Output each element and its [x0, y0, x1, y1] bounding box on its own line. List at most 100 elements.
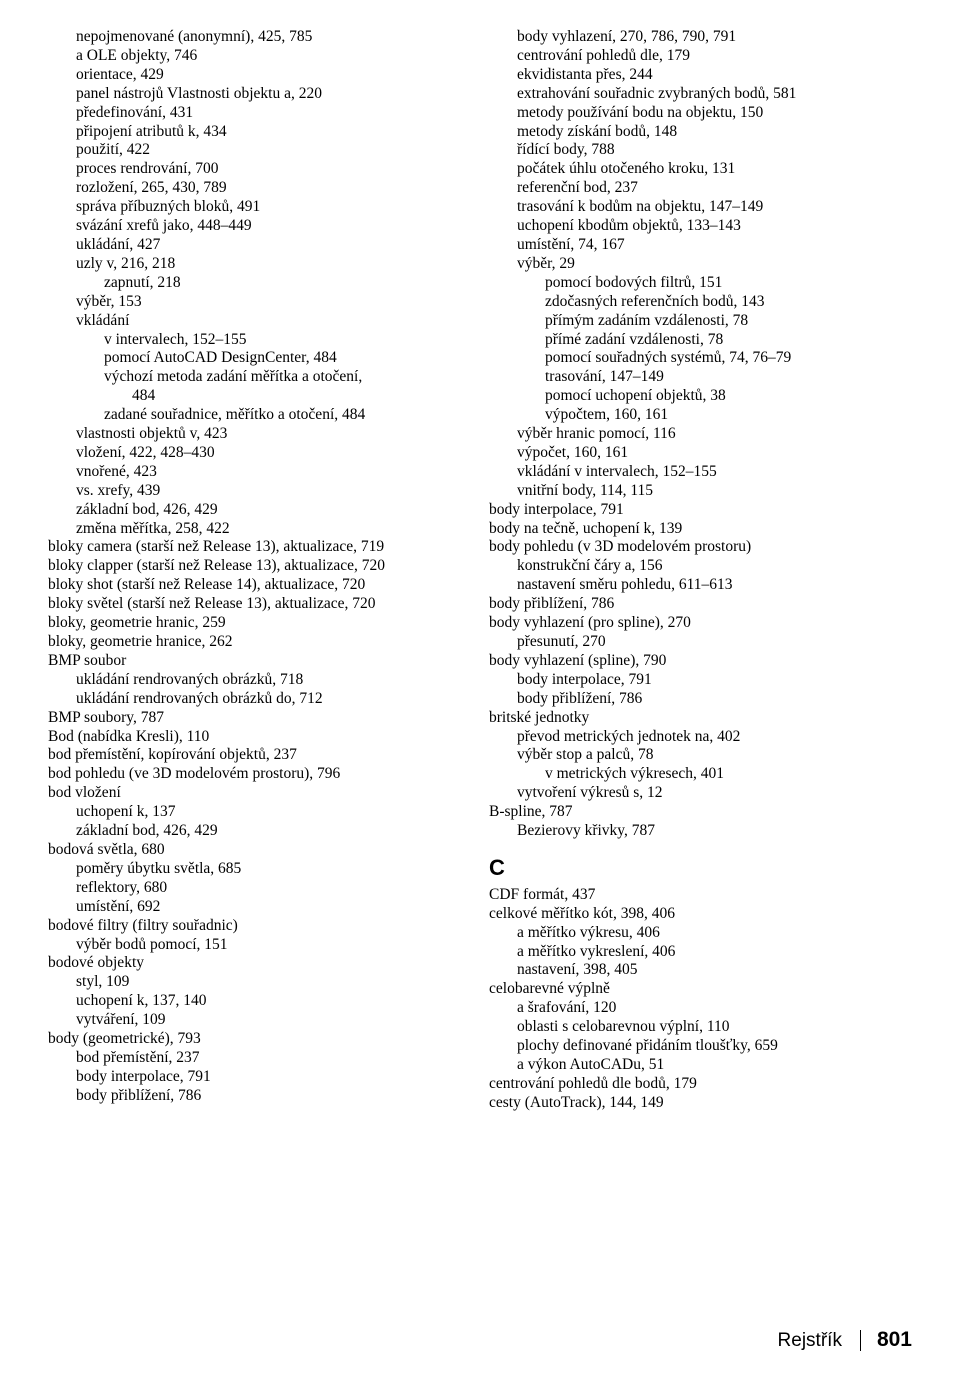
index-entry: pomocí bodových filtrů, 151 — [545, 274, 912, 293]
index-entry: přímé zadání vzdálenosti, 78 — [545, 331, 912, 350]
footer-page-number: 801 — [877, 1328, 912, 1351]
index-entry: B-spline, 787 — [489, 803, 912, 822]
index-entry: body vyhlazení (spline), 790 — [489, 652, 912, 671]
index-entry: nastavení, 398, 405 — [517, 961, 912, 980]
index-entry: pomocí souřadných systémů, 74, 76–79 — [545, 349, 912, 368]
index-entry: v intervalech, 152–155 — [104, 331, 471, 350]
index-column-left: nepojmenované (anonymní), 425, 785a OLE … — [48, 28, 471, 1113]
index-entry: umístění, 74, 167 — [517, 236, 912, 255]
index-entry: body interpolace, 791 — [517, 671, 912, 690]
index-entry: vytváření, 109 — [76, 1011, 471, 1030]
index-entry: oblasti s celobarevnou výplní, 110 — [517, 1018, 912, 1037]
index-entry: vnitřní body, 114, 115 — [517, 482, 912, 501]
index-entry: trasování, 147–149 — [545, 368, 912, 387]
index-entry: uchopení k, 137 — [76, 803, 471, 822]
index-entry: BMP soubor — [48, 652, 471, 671]
index-entry: pomocí uchopení objektů, 38 — [545, 387, 912, 406]
index-entry: Bod (nabídka Kresli), 110 — [48, 728, 471, 747]
index-entry: body přiblížení, 786 — [76, 1087, 471, 1106]
index-entry: použití, 422 — [76, 141, 471, 160]
index-entry: metody získání bodů, 148 — [517, 123, 912, 142]
index-entry: 484 — [132, 387, 471, 406]
index-entry: pomocí AutoCAD DesignCenter, 484 — [104, 349, 471, 368]
index-entry: vkládání v intervalech, 152–155 — [517, 463, 912, 482]
index-entry: ukládání rendrovaných obrázků do, 712 — [76, 690, 471, 709]
index-entry: trasování k bodům na objektu, 147–149 — [517, 198, 912, 217]
index-entry: zapnutí, 218 — [104, 274, 471, 293]
index-entry: a výkon AutoCADu, 51 — [517, 1056, 912, 1075]
index-entry: výběr bodů pomocí, 151 — [76, 936, 471, 955]
index-entry: a měřítko výkresu, 406 — [517, 924, 912, 943]
index-entry: Bezierovy křivky, 787 — [517, 822, 912, 841]
index-entry: bodová světla, 680 — [48, 841, 471, 860]
index-entry: řídící body, 788 — [517, 141, 912, 160]
index-entry: BMP soubory, 787 — [48, 709, 471, 728]
index-entry: uchopení k, 137, 140 — [76, 992, 471, 1011]
index-entry: cesty (AutoTrack), 144, 149 — [489, 1094, 912, 1113]
index-entry: a šrafování, 120 — [517, 999, 912, 1018]
index-entry: zdočasných referenčních bodů, 143 — [545, 293, 912, 312]
index-entry: body vyhlazení, 270, 786, 790, 791 — [517, 28, 912, 47]
index-entry: body pohledu (v 3D modelovém prostoru) — [489, 538, 912, 557]
index-entry: bodové filtry (filtry souřadnic) — [48, 917, 471, 936]
index-entry: základní bod, 426, 429 — [76, 822, 471, 841]
index-entry: a měřítko vykreslení, 406 — [517, 943, 912, 962]
index-entry: body vyhlazení (pro spline), 270 — [489, 614, 912, 633]
index-entry: ekvidistanta přes, 244 — [517, 66, 912, 85]
index-entry: vkládání — [76, 312, 471, 331]
index-entry: vs. xrefy, 439 — [76, 482, 471, 501]
index-entry: body (geometrické), 793 — [48, 1030, 471, 1049]
index-entry: britské jednotky — [489, 709, 912, 728]
index-entry: vlastnosti objektů v, 423 — [76, 425, 471, 444]
index-entry: body na tečně, uchopení k, 139 — [489, 520, 912, 539]
index-entry: ukládání, 427 — [76, 236, 471, 255]
index-entry: bodové objekty — [48, 954, 471, 973]
index-entry: vložení, 422, 428–430 — [76, 444, 471, 463]
index-entry: metody používání bodu na objektu, 150 — [517, 104, 912, 123]
index-entry: proces rendrování, 700 — [76, 160, 471, 179]
index-entry: v metrických výkresech, 401 — [545, 765, 912, 784]
index-entry: změna měřítka, 258, 422 — [76, 520, 471, 539]
index-entry: výběr hranic pomocí, 116 — [517, 425, 912, 444]
index-entry: extrahování souřadnic zvybraných bodů, 5… — [517, 85, 912, 104]
index-entry: celkové měřítko kót, 398, 406 — [489, 905, 912, 924]
index-entry: výpočtem, 160, 161 — [545, 406, 912, 425]
index-entry: bloky, geometrie hranic, 259 — [48, 614, 471, 633]
index-entry: umístění, 692 — [76, 898, 471, 917]
index-entry: přímým zadáním vzdálenosti, 78 — [545, 312, 912, 331]
index-entry: ukládání rendrovaných obrázků, 718 — [76, 671, 471, 690]
index-entry: rozložení, 265, 430, 789 — [76, 179, 471, 198]
index-entry: centrování pohledů dle bodů, 179 — [489, 1075, 912, 1094]
index-entry: centrování pohledů dle, 179 — [517, 47, 912, 66]
index-entry: bod přemístění, 237 — [76, 1049, 471, 1068]
index-entry: základní bod, 426, 429 — [76, 501, 471, 520]
index-entry: výběr stop a palců, 78 — [517, 746, 912, 765]
index-entry: výpočet, 160, 161 — [517, 444, 912, 463]
index-entry: nastavení směru pohledu, 611–613 — [517, 576, 912, 595]
index-entry: zadané souřadnice, měřítko a otočení, 48… — [104, 406, 471, 425]
index-entry: bloky světel (starší než Release 13), ak… — [48, 595, 471, 614]
index-entry: konstrukční čáry a, 156 — [517, 557, 912, 576]
index-entry: orientace, 429 — [76, 66, 471, 85]
footer-section-label: Rejstřík — [778, 1330, 842, 1351]
index-entry: převod metrických jednotek na, 402 — [517, 728, 912, 747]
index-entry: bod pohledu (ve 3D modelovém prostoru), … — [48, 765, 471, 784]
index-entry: body interpolace, 791 — [489, 501, 912, 520]
index-entry: body přiblížení, 786 — [517, 690, 912, 709]
index-entry: bod přemístění, kopírování objektů, 237 — [48, 746, 471, 765]
index-entry: přesunutí, 270 — [517, 633, 912, 652]
index-entry: celobarevné výplně — [489, 980, 912, 999]
index-entry: poměry úbytku světla, 685 — [76, 860, 471, 879]
index-entry: uzly v, 216, 218 — [76, 255, 471, 274]
index-entry: správa příbuzných bloků, 491 — [76, 198, 471, 217]
index-entry: nepojmenované (anonymní), 425, 785 — [76, 28, 471, 47]
index-section-heading: C — [489, 855, 912, 882]
index-entry: a OLE objekty, 746 — [76, 47, 471, 66]
index-entry: předefinování, 431 — [76, 104, 471, 123]
index-entry: bloky camera (starší než Release 13), ak… — [48, 538, 471, 557]
index-entry: bloky clapper (starší než Release 13), a… — [48, 557, 471, 576]
index-entry: uchopení kbodům objektů, 133–143 — [517, 217, 912, 236]
index-columns: nepojmenované (anonymní), 425, 785a OLE … — [48, 28, 912, 1113]
index-entry: výběr, 29 — [517, 255, 912, 274]
page-footer: Rejstřík 801 — [778, 1328, 912, 1352]
